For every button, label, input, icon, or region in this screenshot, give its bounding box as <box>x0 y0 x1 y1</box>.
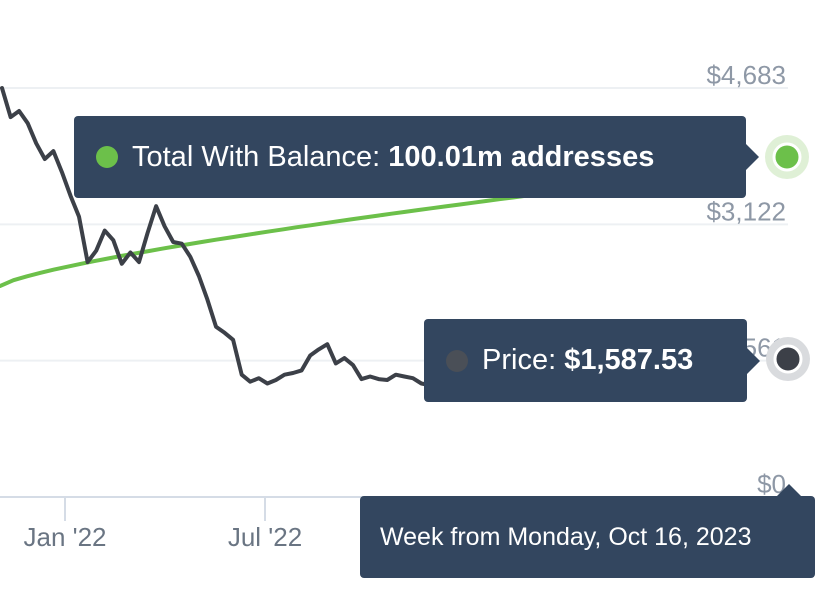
x-tick-label: Jul '22 <box>228 522 302 552</box>
y-tick-label: $3,122 <box>706 196 786 226</box>
balance-legend-dot <box>96 146 118 168</box>
x-tick-label: Jan '22 <box>23 522 106 552</box>
balance-marker-dot <box>772 142 802 172</box>
price-legend-dot <box>446 349 468 372</box>
price-tooltip-label: Price: <box>482 344 557 376</box>
balance-tooltip: Total With Balance: 100.01m addresses <box>74 116 759 198</box>
balance-tooltip-value: 100.01m addresses <box>388 140 655 173</box>
balance-hover-marker <box>765 135 809 179</box>
date-tooltip: Week from Monday, Oct 16, 2023 <box>360 484 815 578</box>
price-hover-marker <box>766 337 810 381</box>
balance-tooltip-text: Total With Balance: 100.01m addresses <box>132 141 654 174</box>
price-series-line <box>0 86 432 388</box>
price-marker-dot <box>773 344 803 374</box>
balance-tooltip-label: Total With Balance: <box>132 140 381 173</box>
y-tick-label: $4,683 <box>706 60 786 90</box>
price-tooltip: Price: $1,587.53 <box>424 319 760 402</box>
x-axis-ticks: Jan '22 Jul '22 <box>23 497 302 552</box>
balance-series-line <box>0 192 542 288</box>
date-tooltip-text: Week from Monday, Oct 16, 2023 <box>380 522 752 551</box>
price-tooltip-text: Price: $1,587.53 <box>482 344 693 377</box>
price-tooltip-value: $1,587.53 <box>564 344 694 376</box>
